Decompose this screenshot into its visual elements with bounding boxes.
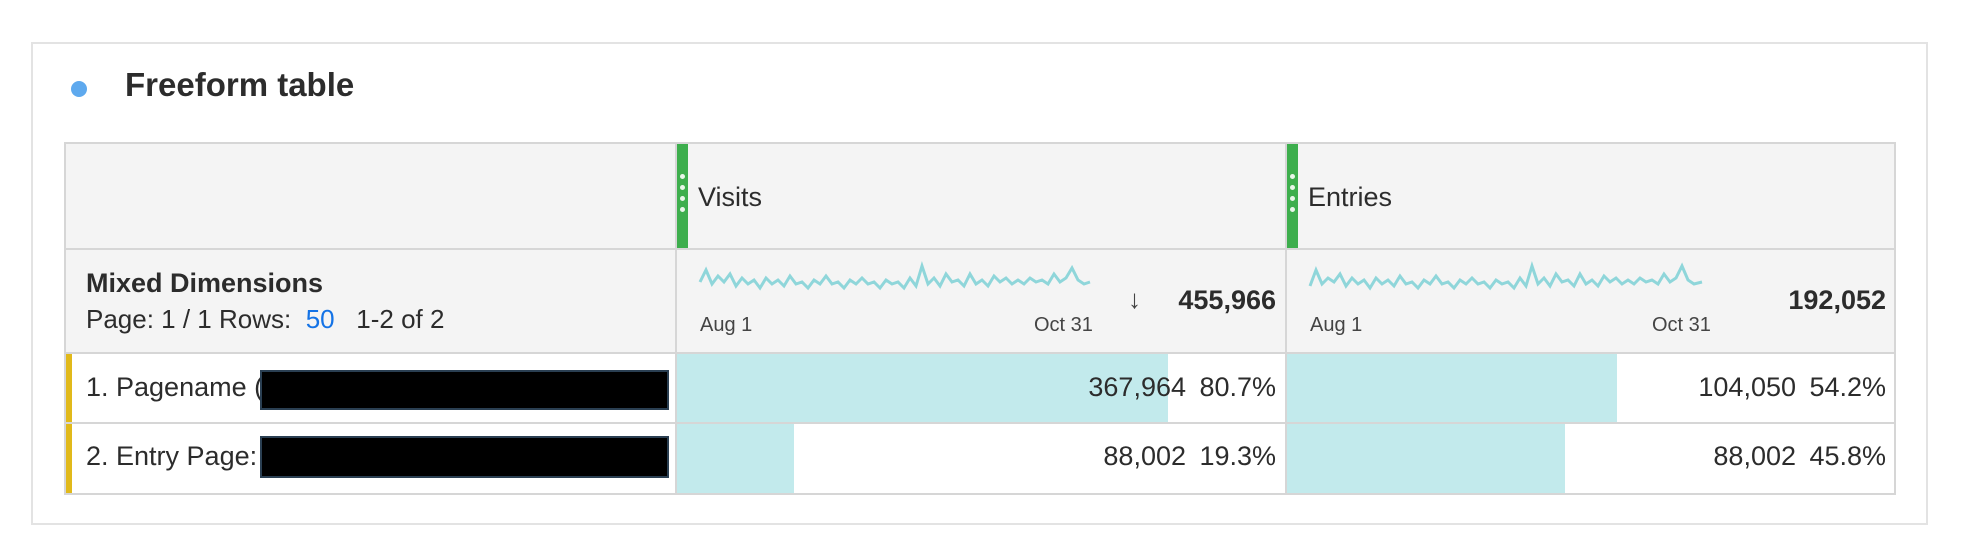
rows-per-page-link[interactable]: 50 [305, 304, 335, 334]
row-range: 1-2 of 2 [356, 304, 445, 334]
sparkline-entries-line [1308, 261, 1703, 291]
sparkline-visits-line [698, 261, 1091, 291]
total-visits: 455,966 [1178, 285, 1276, 315]
grid-line [675, 144, 677, 493]
redacted-block [260, 436, 669, 478]
grid-line [66, 352, 1894, 354]
total-entries: 192,052 [1788, 285, 1886, 315]
axis-start-entries: Aug 1 [1310, 314, 1363, 336]
axis-end-visits: Oct 31 [1034, 314, 1093, 336]
percent-entries-row-2: 45.8% [1809, 441, 1886, 471]
column-drag-handle-visits[interactable] [677, 144, 688, 248]
axis-start-visits: Aug 1 [700, 314, 753, 336]
dimension-title: Mixed Dimensions [86, 268, 324, 298]
row-label[interactable]: 1. Pagename ( [86, 372, 264, 402]
column-drag-handle-entries[interactable] [1287, 144, 1298, 248]
column-header-row [66, 144, 1894, 248]
axis-end-entries: Oct 31 [1652, 314, 1711, 336]
percent-entries-row-1: 54.2% [1809, 372, 1886, 402]
panel-status-dot [71, 81, 87, 97]
rows-label: Rows: [219, 304, 292, 334]
grid-line [66, 248, 1894, 250]
row-accent [66, 424, 72, 493]
bar-visits-row-1 [677, 354, 1168, 422]
row-accent [66, 354, 72, 422]
panel-title[interactable]: Freeform table [125, 66, 355, 103]
page-indicator: Page: 1 / 1 [86, 304, 212, 334]
grid-line [66, 422, 1894, 424]
redacted-block [260, 370, 669, 410]
percent-visits-row-2: 19.3% [1199, 441, 1276, 471]
bar-visits-row-2 [677, 424, 794, 493]
bar-entries-row-1 [1287, 354, 1617, 422]
column-header-entries[interactable]: Entries [1308, 182, 1393, 212]
sparkline-visits [698, 261, 1091, 291]
value-entries-row-2: 88,002 [1713, 441, 1796, 471]
totals-row [66, 250, 1894, 352]
percent-visits-row-1: 80.7% [1199, 372, 1276, 402]
value-entries-row-1: 104,050 [1698, 372, 1796, 402]
value-visits-row-1: 367,964 [1088, 372, 1186, 402]
bar-entries-row-2 [1287, 424, 1565, 493]
sort-descending-icon[interactable]: ↓ [1128, 284, 1141, 314]
grid-line [1285, 144, 1287, 493]
row-label[interactable]: 2. Entry Page: [86, 441, 258, 471]
value-visits-row-2: 88,002 [1103, 441, 1186, 471]
freeform-table: Visits Entries Mixed Dimensions Page: 1 … [64, 142, 1896, 495]
pagination: Page: 1 / 1 Rows: 50 1-2 of 2 [86, 304, 444, 335]
column-header-visits[interactable]: Visits [698, 182, 763, 212]
sparkline-entries [1308, 261, 1703, 291]
